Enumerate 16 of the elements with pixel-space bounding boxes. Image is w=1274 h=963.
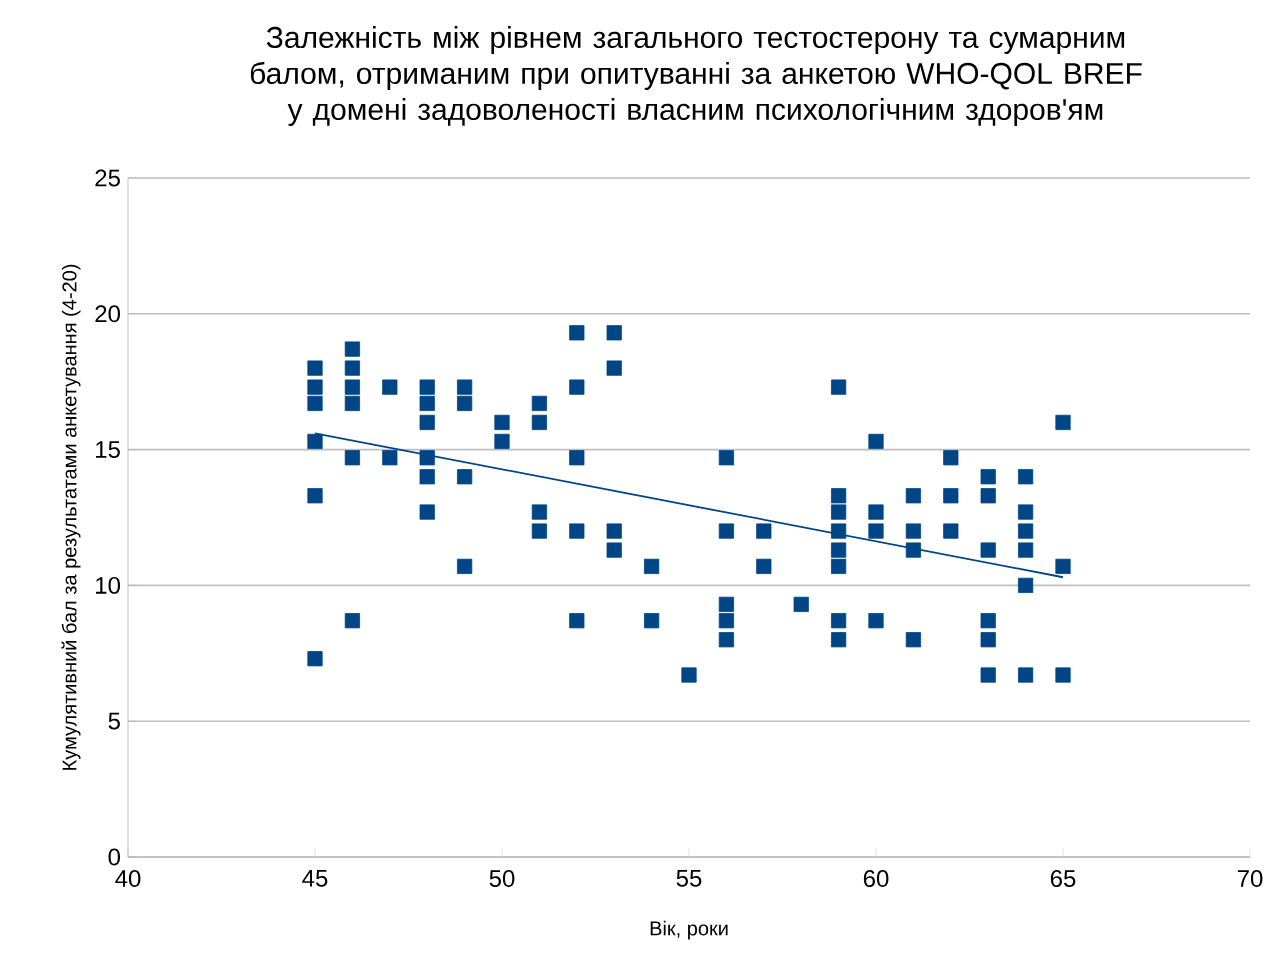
x-tick-label: 70: [1237, 870, 1263, 888]
x-tick-label: 55: [676, 870, 702, 887]
chart-title: Залежність між рівнем загального тестостерону та сумарним балом, отриманим при опитуванні за анкетою WHO-QOL BREF у домені задоволеності власним психологічним здоров'ям: [250, 26, 1142, 126]
y-tick-label: 5: [108, 712, 120, 730]
x-tick-label: 50: [489, 870, 515, 888]
y-axis-title: Кумулятивний бал за результатами анкетування (4-20): [61, 264, 81, 770]
y-tick-label: 20: [95, 305, 121, 323]
x-tick-label: 65: [1050, 870, 1076, 888]
y-tick-label: 15: [96, 441, 120, 458]
x-axis-title: Вік, роки: [650, 920, 728, 940]
x-tick-label: 45: [302, 870, 328, 887]
y-tick-label: 10: [96, 576, 121, 594]
x-tick-label: 60: [863, 870, 889, 888]
y-tick-label: 0: [108, 848, 121, 866]
y-tick-label: 25: [95, 169, 120, 187]
x-tick-label: 40: [115, 870, 141, 888]
